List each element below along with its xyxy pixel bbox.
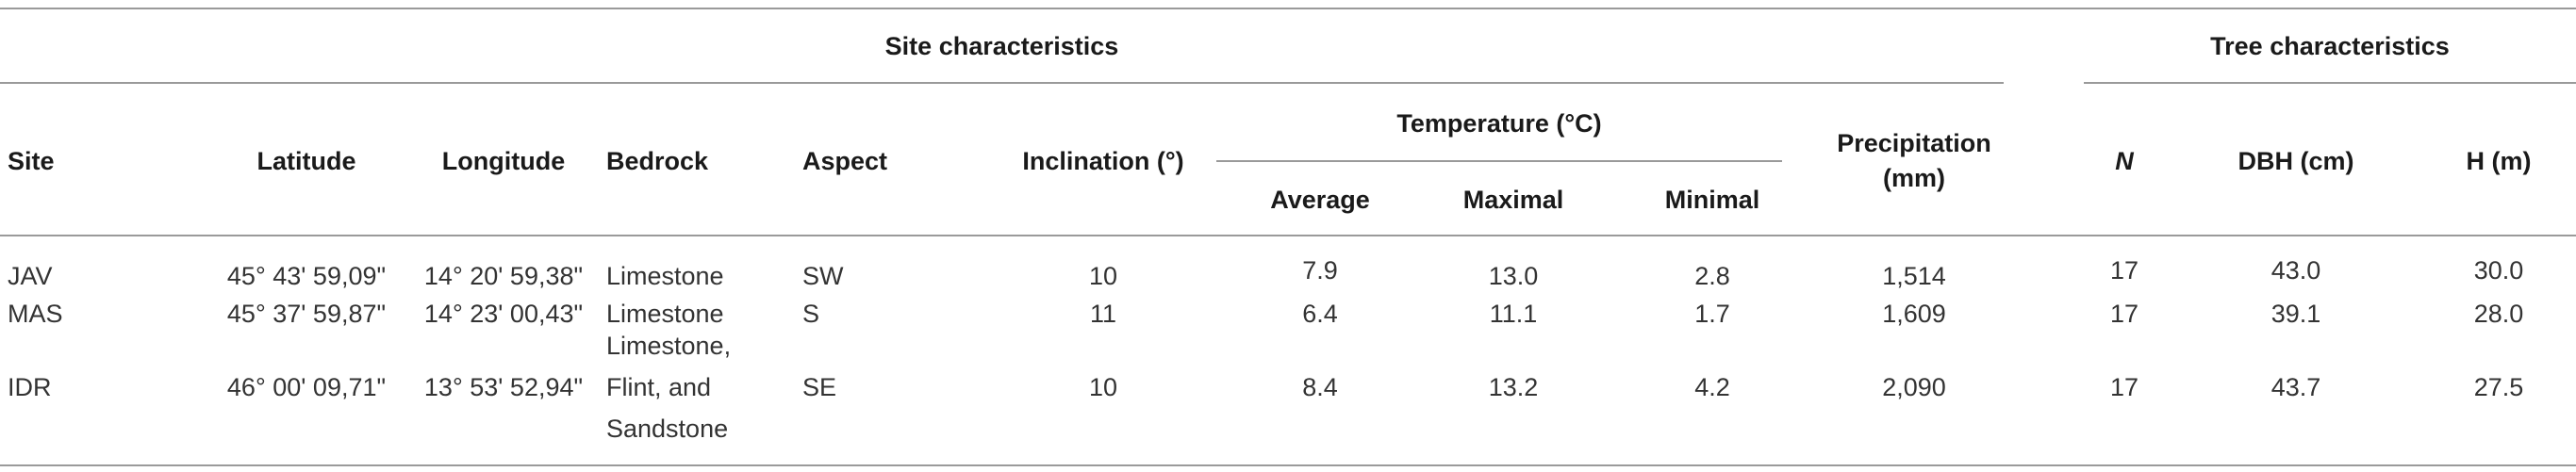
- col-bedrock: Bedrock: [606, 147, 709, 175]
- col-precipitation-line1: Precipitation: [1837, 129, 1991, 157]
- cell-average: 6.4: [1302, 300, 1338, 328]
- cell-n: 17: [2109, 300, 2139, 328]
- header-bottom-rule: [0, 235, 2576, 236]
- cell-inclination: 10: [1088, 373, 1118, 401]
- cell-maximal: 13.2: [1488, 373, 1539, 401]
- site-characteristics-header: Site characteristics: [884, 32, 1119, 60]
- cell-latitude: 46° 00' 09,71": [226, 373, 387, 401]
- cell-minimal: 4.2: [1694, 373, 1730, 401]
- col-longitude: Longitude: [441, 147, 566, 175]
- col-inclination: Inclination (°): [1022, 147, 1184, 175]
- cell-inclination: 11: [1089, 300, 1117, 328]
- cell-precipitation: 2,090: [1882, 373, 1946, 401]
- cell-bedrock-line3: Sandstone: [606, 415, 729, 443]
- cell-site: MAS: [8, 300, 63, 328]
- cell-average: 7.9: [1302, 256, 1338, 285]
- cell-average: 8.4: [1302, 373, 1338, 401]
- tree-characteristics-header: Tree characteristics: [2210, 32, 2450, 60]
- cell-dbh: 43.0: [2271, 256, 2321, 285]
- cell-h: 28.0: [2473, 300, 2524, 328]
- cell-h: 30.0: [2473, 256, 2524, 285]
- cell-minimal: 1.7: [1694, 300, 1730, 328]
- cell-minimal: 2.8: [1694, 262, 1730, 290]
- col-site: Site: [8, 147, 55, 175]
- cell-site: IDR: [8, 373, 52, 401]
- bottom-rule: [0, 464, 2576, 466]
- col-n: N: [2115, 147, 2134, 175]
- cell-bedrock-line2: Flint, and: [606, 373, 712, 401]
- cell-latitude: 45° 43' 59,09": [226, 262, 387, 290]
- cell-h: 27.5: [2473, 373, 2524, 401]
- top-rule: [0, 8, 2576, 9]
- cell-bedrock-line1: Limestone,: [606, 332, 732, 360]
- col-aspect: Aspect: [802, 147, 888, 175]
- cell-n: 17: [2109, 256, 2139, 285]
- site-group-underline: [0, 82, 2004, 84]
- cell-precipitation: 1,609: [1882, 300, 1946, 328]
- cell-aspect: SE: [802, 373, 837, 401]
- cell-aspect: SW: [802, 262, 844, 290]
- cell-dbh: 43.7: [2271, 373, 2321, 401]
- cell-longitude: 13° 53' 52,94": [423, 373, 584, 401]
- col-temperature: Temperature (°C): [1396, 109, 1602, 138]
- col-precipitation-line2: (mm): [1883, 164, 1945, 192]
- cell-aspect: S: [802, 300, 820, 328]
- tree-group-underline: [2084, 82, 2576, 84]
- col-dbh: DBH (cm): [2237, 147, 2354, 175]
- col-maximal: Maximal: [1462, 186, 1564, 214]
- cell-maximal: 11.1: [1489, 300, 1538, 328]
- cell-inclination: 10: [1088, 262, 1118, 290]
- cell-latitude: 45° 37' 59,87": [226, 300, 387, 328]
- cell-bedrock: Limestone: [606, 300, 724, 328]
- cell-longitude: 14° 20' 59,38": [423, 262, 584, 290]
- cell-maximal: 13.0: [1488, 262, 1539, 290]
- cell-longitude: 14° 23' 00,43": [423, 300, 584, 328]
- col-h: H (m): [2466, 147, 2532, 175]
- temperature-underline: [1216, 160, 1782, 162]
- col-average: Average: [1270, 186, 1370, 214]
- cell-precipitation: 1,514: [1882, 262, 1946, 290]
- cell-bedrock: Limestone: [606, 262, 724, 290]
- cell-dbh: 39.1: [2271, 300, 2321, 328]
- col-latitude: Latitude: [256, 147, 356, 175]
- cell-site: JAV: [8, 262, 53, 290]
- col-minimal: Minimal: [1664, 186, 1760, 214]
- cell-n: 17: [2109, 373, 2139, 401]
